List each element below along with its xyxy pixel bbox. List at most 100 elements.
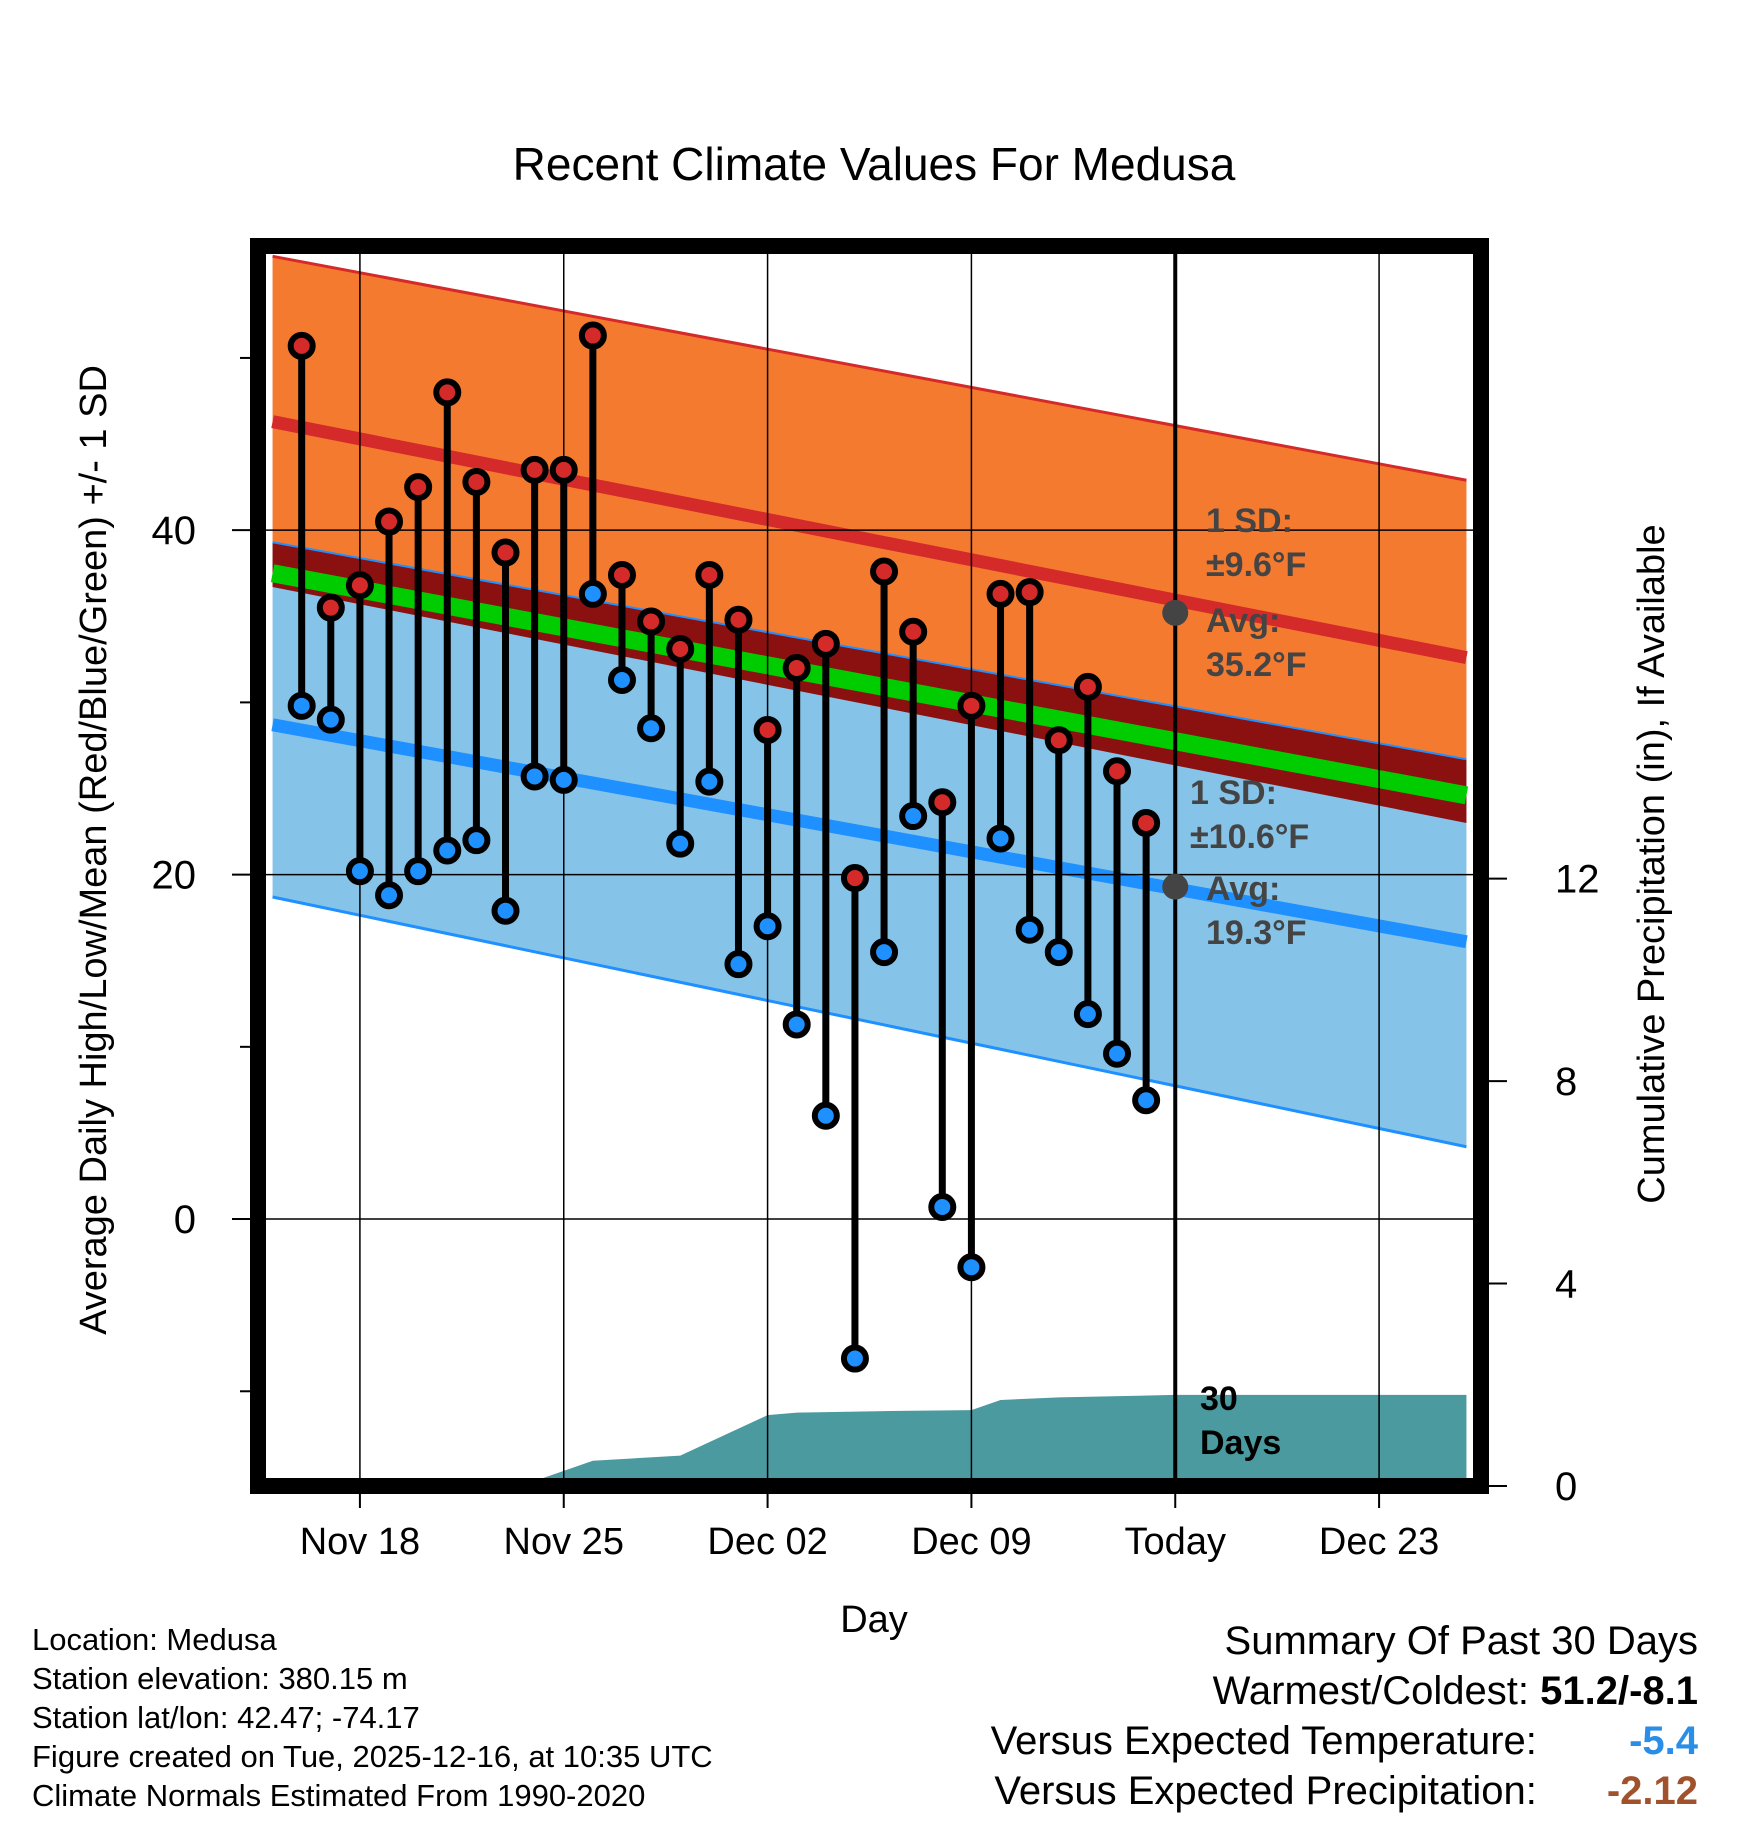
low-upper-edge	[272, 541, 1467, 761]
created-text: Figure created on Tue, 2025-12-16, at 10…	[32, 1739, 713, 1774]
daily-high-point	[753, 715, 782, 744]
low-avg-value: 19.3°F	[1206, 914, 1307, 952]
y2-tick-label: 12	[1555, 858, 1600, 902]
daily-high-point	[287, 331, 316, 360]
latlon-text: Station lat/lon: 42.47; -74.17	[32, 1700, 420, 1735]
days-word-label: Days	[1200, 1424, 1281, 1462]
daily-low-point	[753, 912, 782, 941]
summary-warmest-label: Warmest/Coldest:	[1212, 1669, 1529, 1713]
elevation-text: Station elevation: 380.15 m	[32, 1661, 408, 1696]
low-avg-label: Avg:	[1206, 870, 1280, 908]
daily-high-point	[520, 455, 549, 484]
y2-axis-label: Cumulative Precipitation (in), If Availa…	[1631, 524, 1673, 1203]
low-sd-band	[272, 542, 1467, 1147]
daily-low-point	[462, 826, 491, 855]
daily-high-point	[957, 691, 986, 720]
days-count-label: 30	[1200, 1380, 1238, 1418]
today-low-avg-marker	[1162, 873, 1189, 900]
daily-low-point	[986, 824, 1015, 853]
daily-low-point	[811, 1101, 840, 1130]
y2-tick-label: 8	[1555, 1060, 1577, 1104]
daily-low-point	[1073, 1000, 1102, 1029]
daily-high-point	[316, 593, 345, 622]
daily-low-point	[287, 691, 316, 720]
normal-high-line	[271, 415, 1468, 664]
daily-high-point	[1103, 757, 1132, 786]
daily-low-point	[1132, 1086, 1161, 1115]
x-axis-label: Day	[840, 1599, 908, 1641]
daily-low-point	[637, 714, 666, 743]
daily-high-point	[695, 560, 724, 589]
normal-low-line	[271, 718, 1468, 949]
precip-area	[272, 1394, 1467, 1486]
normals-text: Climate Normals Estimated From 1990-2020	[32, 1778, 646, 1813]
summary-temp-row: Versus Expected Temperature: -5.4	[991, 1716, 1698, 1766]
daily-high-point	[724, 605, 753, 634]
x-tick-label: Today	[1125, 1521, 1226, 1563]
daily-low-point	[316, 705, 345, 734]
daily-high-point	[986, 579, 1015, 608]
low-lower-edge	[272, 895, 1467, 1149]
plot-frame	[250, 238, 1489, 1494]
daily-high-point	[840, 864, 869, 893]
daily-low-point	[375, 881, 404, 910]
y-tick-label: 0	[174, 1198, 196, 1242]
daily-high-point	[549, 455, 578, 484]
daily-high-point	[666, 635, 695, 663]
daily-high-point	[782, 653, 811, 682]
daily-high-point	[375, 507, 404, 536]
daily-low-point	[607, 666, 636, 694]
low-sd-label: 1 SD:	[1190, 774, 1277, 812]
daily-high-point	[578, 321, 607, 350]
daily-low-point	[491, 896, 520, 925]
daily-high-point	[607, 560, 636, 589]
daily-low-point	[520, 762, 549, 791]
daily-low-point	[724, 950, 753, 979]
daily-high-point	[345, 571, 374, 600]
daily-high-point	[870, 557, 899, 586]
x-tick-label: Nov 18	[300, 1521, 420, 1563]
daily-low-point	[957, 1253, 986, 1282]
daily-high-point	[1015, 578, 1044, 607]
daily-high-point	[462, 467, 491, 496]
high-sd-value: ±9.6°F	[1206, 546, 1306, 584]
summary-precip-value: -2.12	[1606, 1769, 1698, 1813]
low-sd-value: ±10.6°F	[1190, 818, 1309, 856]
high-avg-value: 35.2°F	[1206, 646, 1307, 684]
daily-low-point	[1015, 915, 1044, 944]
y2-tick-label: 0	[1555, 1465, 1577, 1509]
high-avg-label: Avg:	[1206, 602, 1280, 640]
daily-low-point	[549, 765, 578, 794]
summary-warmest-row: Warmest/Coldest: 51.2/-8.1	[991, 1666, 1698, 1716]
plot-area: 1 SD: ±9.6°F Avg: 35.2°F 1 SD: ±10.6°F Avg: 19.…	[152, 238, 1600, 1563]
daily-low-point	[1103, 1039, 1132, 1068]
summary-title: Summary Of Past 30 Days	[1224, 1619, 1698, 1663]
daily-high-point	[899, 617, 928, 646]
daily-high-point	[1132, 808, 1161, 837]
location-text: Location: Medusa	[32, 1622, 277, 1657]
station-info: Location: Medusa Station elevation: 380.…	[32, 1620, 713, 1815]
daily-high-point	[1073, 672, 1102, 701]
summary-warmest-value: 51.2/-8.1	[1540, 1669, 1698, 1713]
daily-low-point	[666, 829, 695, 858]
today-high-avg-marker	[1162, 599, 1189, 626]
summary-precip-row: Versus Expected Precipitation: -2.12	[991, 1766, 1698, 1816]
summary-precip-label: Versus Expected Precipitation:	[994, 1769, 1537, 1813]
daily-low-point	[345, 857, 374, 886]
daily-low-point	[840, 1344, 869, 1373]
daily-high-point	[404, 473, 433, 502]
daily-high-point	[491, 538, 520, 567]
normal-mean-line	[270, 564, 1469, 805]
chart-title: Recent Climate Values For Medusa	[513, 138, 1236, 190]
daily-low-point	[782, 1010, 811, 1039]
high-upper-edge	[272, 254, 1467, 482]
daily-low-point	[899, 802, 928, 831]
x-tick-label: Nov 25	[504, 1521, 624, 1563]
summary-panel: Summary Of Past 30 Days Warmest/Coldest:…	[991, 1616, 1698, 1816]
x-tick-label: Dec 23	[1319, 1521, 1439, 1563]
daily-low-point	[695, 767, 724, 796]
daily-high-point	[811, 629, 840, 658]
daily-high-point	[433, 378, 462, 407]
daily-low-point	[578, 579, 607, 608]
